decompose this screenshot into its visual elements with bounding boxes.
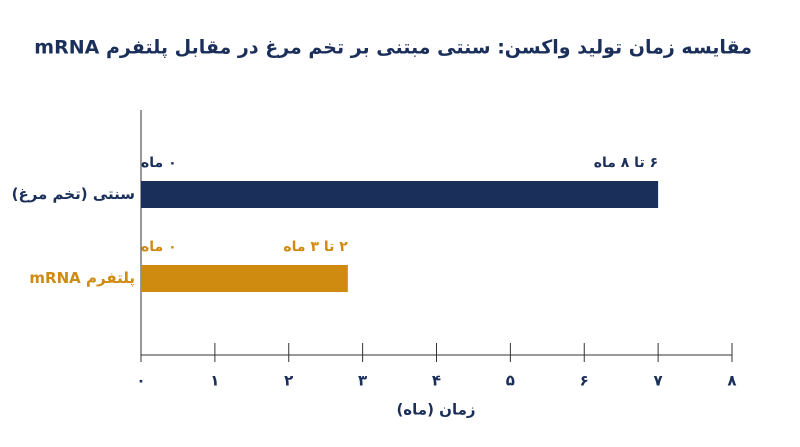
x-tick-label: ۲ (284, 372, 293, 390)
start-label: ۰ ماه (141, 239, 177, 255)
chart-title: مقایسه زمان تولید واکسن: سنتی مبتنی بر ت… (34, 37, 752, 59)
category-label: سنتی (تخم مرغ) (12, 185, 135, 203)
x-tick-label: ۰ (136, 372, 145, 390)
start-label: ۰ ماه (141, 155, 177, 171)
end-label: ۲ تا ۳ ماه (283, 239, 348, 255)
x-tick-label: ۴ (432, 372, 441, 390)
x-tick-label: ۶ (580, 372, 589, 390)
x-tick-label: ۸ (727, 372, 736, 390)
x-tick-label: ۱ (210, 372, 219, 390)
x-tick-label: ۵ (506, 372, 515, 390)
x-tick-label: ۳ (358, 372, 367, 390)
bar (141, 265, 348, 292)
bar (141, 181, 659, 208)
end-label: ۶ تا ۸ ماه (594, 155, 658, 171)
x-axis-label: زمان (ماه) (396, 401, 475, 419)
category-label: پلتفرم mRNA (29, 269, 135, 288)
x-tick-label: ۷ (654, 372, 663, 390)
